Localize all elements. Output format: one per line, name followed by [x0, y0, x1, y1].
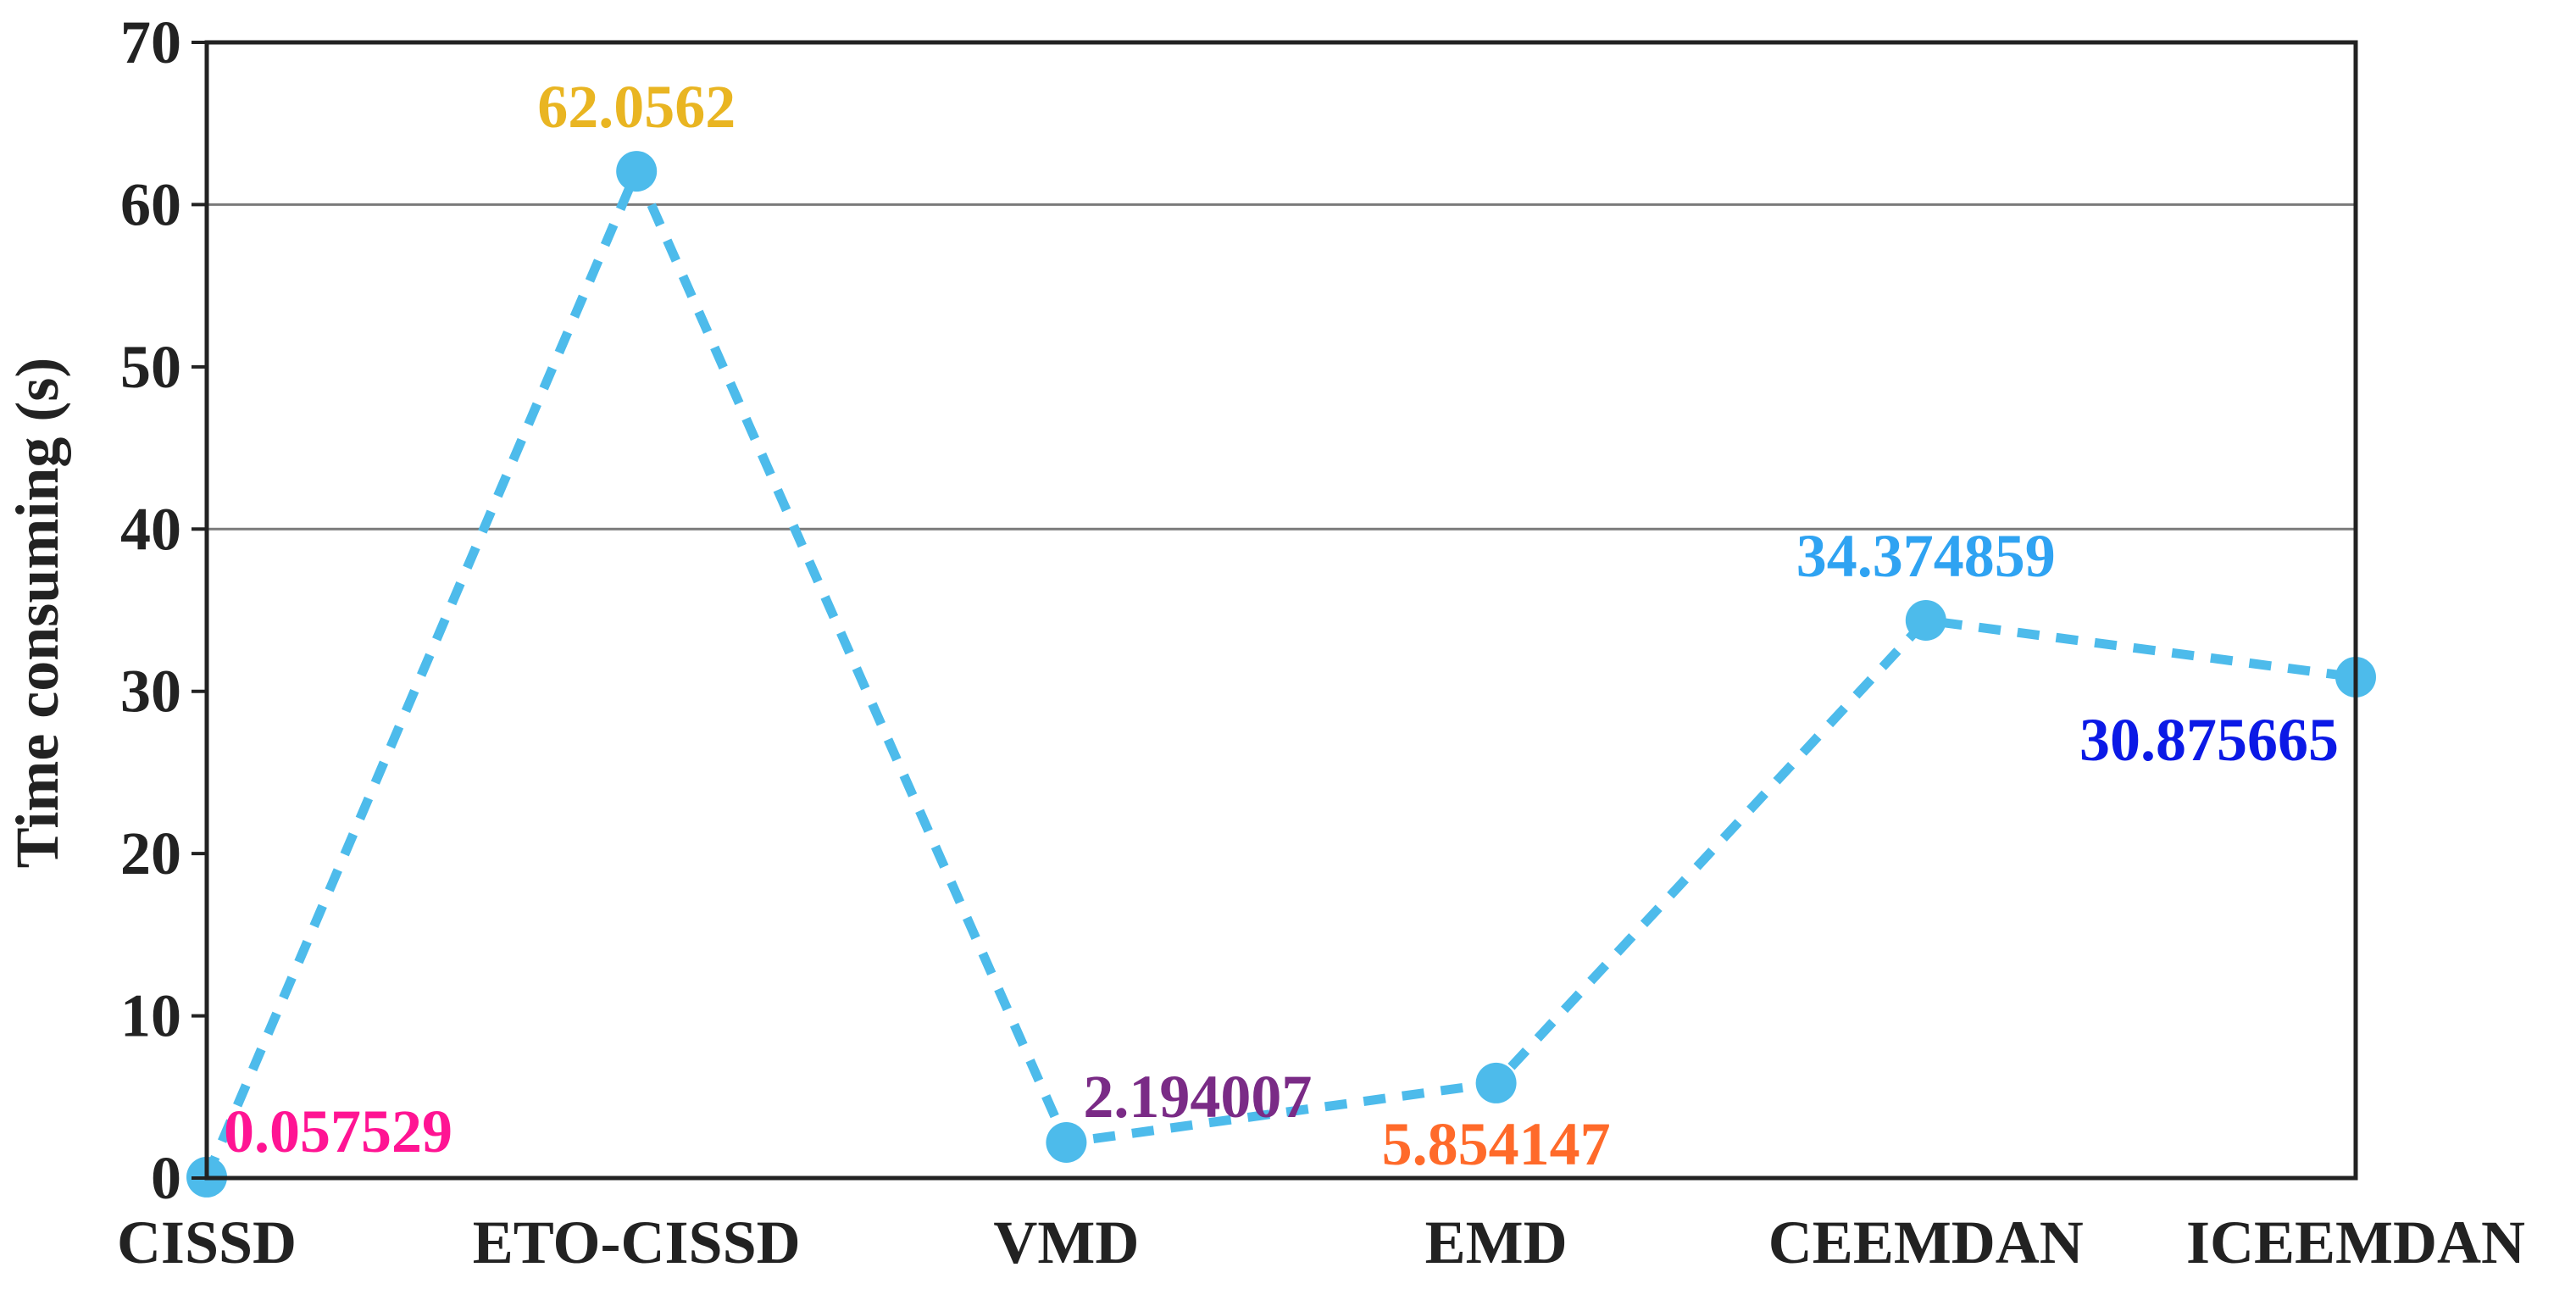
y-tick-label-50: 50	[120, 333, 181, 401]
data-label-eto-cissd: 62.0562	[537, 73, 736, 141]
series-line-0	[202, 166, 2357, 1180]
y-axis-title: Time consuming (s)	[3, 358, 71, 869]
data-label-ceemdan: 34.374859	[1796, 522, 2056, 590]
gridlines	[207, 203, 2356, 531]
data-label-vmd: 2.194007	[1083, 1063, 1312, 1131]
y-tick-label-20: 20	[120, 820, 181, 887]
x-tick-label-vmd: VMD	[993, 1209, 1139, 1276]
data-point-eto-cissd	[616, 151, 658, 192]
series-line	[202, 166, 2357, 1180]
data-label-iceemdan: 30.875665	[2079, 706, 2339, 774]
data-label-emd: 5.854147	[1382, 1110, 1611, 1178]
y-tick-label-40: 40	[120, 495, 181, 563]
data-point-emd	[1475, 1062, 1517, 1103]
y-tick-label-70: 70	[120, 8, 181, 76]
y-tick-label-10: 10	[120, 982, 181, 1050]
x-tick-label-emd: EMD	[1425, 1209, 1568, 1276]
x-tick-label-eto-cissd: ETO-CISSD	[473, 1209, 801, 1276]
data-label-cissd: 0.057529	[224, 1098, 452, 1165]
y-tick-label-0: 0	[151, 1144, 181, 1212]
x-tick-label-ceemdan: CEEMDAN	[1768, 1209, 2084, 1276]
axes: 0 10 20 30 40 50 60 70 CISSD ETO-CISSD VMD EMD CEEMD…	[117, 8, 2525, 1276]
series-markers	[186, 151, 2376, 1198]
data-point-ceemdan	[1905, 599, 1946, 641]
x-tick-label-iceemdan: ICEEMDAN	[2186, 1209, 2525, 1276]
y-tick-label-60: 60	[120, 170, 181, 238]
data-point-vmd	[1046, 1122, 1087, 1164]
data-labels: 0.057529 62.0562 2.194007 5.854147 34.374859…	[224, 73, 2339, 1178]
plot-frame	[204, 40, 2358, 1181]
y-tick-label-30: 30	[120, 658, 181, 725]
x-tick-label-cissd: CISSD	[117, 1209, 297, 1276]
